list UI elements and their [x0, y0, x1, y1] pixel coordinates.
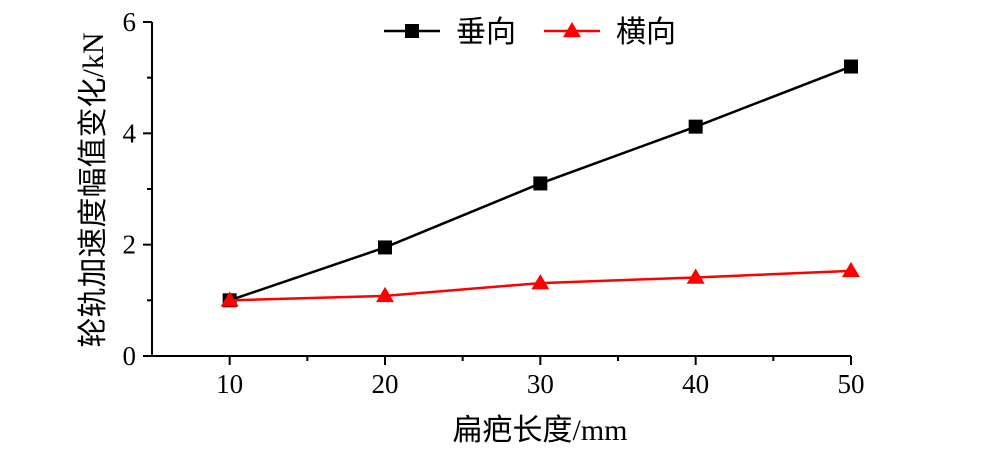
- x-tick-label: 20: [372, 369, 399, 399]
- y-axis-title: 轮轨加速度幅值变化/kN: [77, 33, 110, 348]
- legend-item: 横向: [544, 16, 676, 49]
- x-tick-label: 30: [527, 369, 554, 399]
- x-axis-ticks: 10 20 30 40 50: [216, 356, 865, 399]
- x-axis-title: 扁疤长度/mm: [452, 414, 627, 447]
- series-layer: [220, 59, 860, 308]
- data-point: [842, 261, 860, 278]
- x-tick-label: 10: [216, 369, 243, 399]
- data-point: [533, 176, 548, 191]
- data-point: [844, 59, 858, 74]
- data-point: [688, 119, 703, 134]
- x-tick-label: 40: [682, 369, 709, 399]
- y-tick-label: 4: [123, 118, 137, 148]
- legend-item: 垂向: [384, 16, 516, 49]
- data-point: [531, 274, 550, 290]
- series-1: [222, 59, 858, 308]
- y-tick-label: 0: [123, 341, 137, 371]
- legend-label: 垂向: [456, 16, 516, 49]
- data-point: [686, 268, 705, 284]
- x-tick-label: 50: [838, 369, 865, 399]
- legend-marker: [405, 24, 419, 38]
- data-point: [376, 286, 394, 303]
- y-tick-label: 6: [123, 7, 137, 37]
- data-point: [220, 291, 239, 307]
- axes: [151, 22, 851, 357]
- legend: 垂向 横向: [384, 16, 676, 49]
- y-tick-label: 2: [123, 230, 137, 260]
- data-point: [378, 240, 392, 255]
- legend-marker: [563, 22, 581, 38]
- legend-label: 横向: [616, 16, 676, 49]
- y-axis-ticks: 0 2 4 6: [123, 7, 152, 371]
- series-2: [220, 261, 860, 307]
